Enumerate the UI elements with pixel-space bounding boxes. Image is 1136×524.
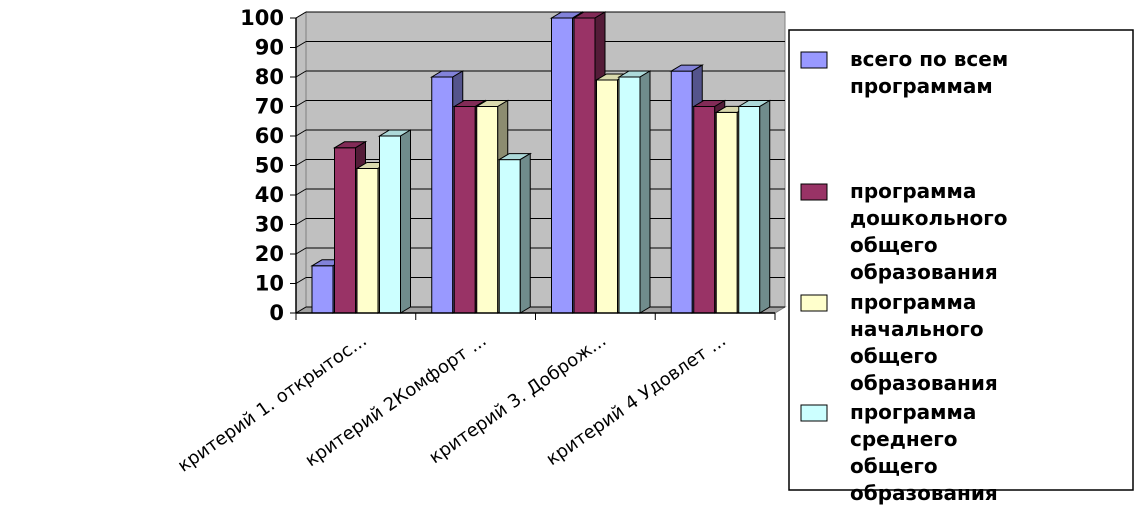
- gridline: [295, 41, 307, 48]
- legend-entry-label: программа: [850, 400, 976, 424]
- bar-front: [618, 76, 641, 314]
- gridline: [295, 129, 307, 137]
- y-tick-label: 100: [240, 6, 284, 30]
- legend-entry-label: образования: [850, 260, 998, 284]
- legend-swatch: [800, 183, 828, 201]
- y-tick-label: 60: [255, 124, 284, 148]
- bar-front: [715, 111, 738, 314]
- bar: [497, 152, 533, 314]
- gridline: [295, 247, 307, 255]
- bars: [310, 11, 772, 314]
- bar-side: [519, 152, 531, 314]
- legend-entry-label: общего: [850, 454, 938, 478]
- gridline: [295, 159, 307, 166]
- y-tick-label: 80: [255, 65, 284, 89]
- bar-front: [670, 70, 693, 314]
- legend-entry-label: общего: [850, 233, 938, 257]
- y-tick-label: 90: [255, 36, 284, 60]
- gridline: [295, 11, 307, 19]
- legend-entry-label: программа: [850, 290, 976, 314]
- bar-front: [693, 106, 716, 314]
- legend-entry-label: дошкольного: [850, 206, 1008, 230]
- gridline: [295, 100, 307, 107]
- x-axis: критерий 1. открытос...критерий 2Комфорт…: [174, 312, 776, 477]
- bar-front: [311, 265, 334, 314]
- legend-entry-label: образования: [850, 371, 998, 395]
- gridline: [295, 277, 307, 284]
- legend-entry-label: программам: [850, 74, 993, 98]
- legend-entry-label: начального: [850, 317, 984, 341]
- bar-front: [573, 17, 596, 314]
- legend-swatch: [800, 294, 828, 312]
- y-tick-label: 0: [269, 301, 284, 325]
- bar-front: [379, 135, 401, 314]
- legend-swatch: [800, 51, 828, 69]
- legend-entry-label: среднего: [850, 427, 957, 451]
- y-tick-label: 40: [255, 183, 284, 207]
- x-tick-label: критерий 1. открытос...: [174, 330, 371, 477]
- gridline: [295, 70, 307, 78]
- legend-entry-label: общего: [850, 344, 938, 368]
- bar-front: [334, 147, 356, 314]
- bar-front: [356, 167, 379, 314]
- y-tick-label: 20: [255, 242, 284, 266]
- bar-front: [498, 159, 521, 314]
- y-tick-label: 30: [255, 213, 284, 237]
- bar-front: [551, 17, 573, 314]
- y-axis: 0 10 20 30 40 50 60 70 80 90 100: [240, 6, 297, 325]
- legend-box: [788, 29, 1134, 491]
- legend-entry-label: программа: [850, 179, 976, 203]
- bar-front: [738, 106, 761, 314]
- bar-side: [639, 70, 651, 314]
- y-tick-label: 70: [255, 95, 284, 119]
- gridline: [295, 306, 307, 314]
- legend-swatch: [800, 404, 828, 422]
- y-tick-label: 10: [255, 272, 284, 296]
- bar-front: [431, 76, 454, 314]
- bar-side: [400, 129, 411, 314]
- gridline: [295, 188, 307, 196]
- bar: [617, 70, 652, 314]
- bar-front: [453, 106, 476, 314]
- bar-front: [476, 106, 499, 314]
- legend-entry-label: всего по всем: [850, 47, 1008, 71]
- gridline: [295, 218, 307, 225]
- bar-front: [596, 79, 618, 314]
- y-tick-label: 50: [255, 154, 284, 178]
- legend-entry-label: образования: [850, 481, 998, 505]
- bar: [736, 99, 772, 314]
- bar-side: [759, 99, 771, 314]
- bar: [377, 129, 413, 314]
- legend: всего по всем программам программа дошкольн…: [788, 29, 1134, 505]
